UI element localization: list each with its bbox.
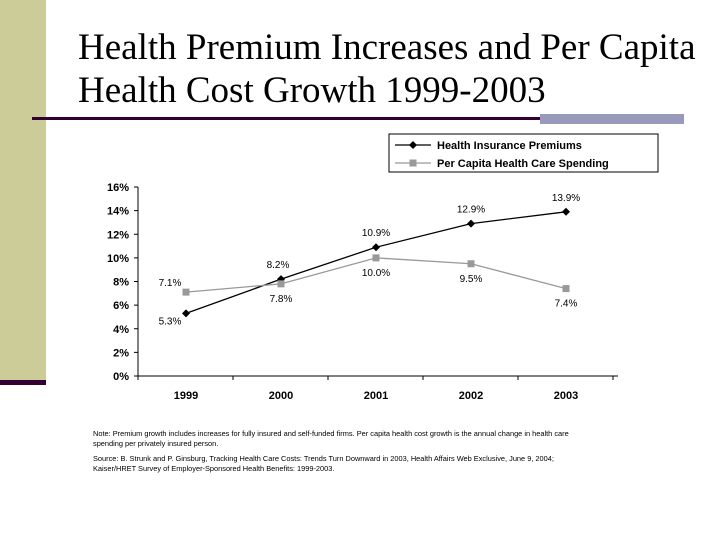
premiums-data-label: 13.9%	[552, 193, 580, 204]
legend-label: Per Capita Health Care Spending	[437, 158, 609, 170]
premiums-data-label: 8.2%	[267, 260, 290, 271]
y-tick-label: 12%	[107, 229, 129, 241]
x-tick-label: 2001	[364, 390, 388, 402]
x-tick-label: 1999	[174, 390, 198, 402]
left-accent-bar	[0, 0, 46, 385]
x-tick-label: 2003	[554, 390, 578, 402]
premiums-point	[277, 275, 285, 284]
y-tick-label: 10%	[107, 253, 129, 265]
title-rule	[32, 117, 540, 120]
y-tick-label: 2%	[113, 347, 129, 359]
y-tick-label: 8%	[113, 277, 129, 289]
legend-label: Health Insurance Premiums	[437, 140, 582, 152]
premiums-data-label: 5.3%	[159, 316, 182, 327]
y-tick-label: 0%	[113, 371, 129, 383]
chart-notes: Note: Premium growth includes increases …	[93, 429, 569, 473]
spending-data-label: 7.1%	[159, 278, 182, 289]
premiums-data-label: 10.9%	[362, 228, 390, 239]
spending-point	[277, 280, 285, 288]
y-tick-label: 14%	[107, 206, 129, 218]
chart-note-line: Source: B. Strunk and P. Ginsburg, Track…	[93, 454, 554, 463]
legend-box	[388, 133, 659, 173]
premiums-point	[182, 309, 190, 318]
spending-data-label: 7.4%	[555, 299, 578, 310]
left-accent-bar-edge	[0, 380, 46, 385]
spending-data-label: 9.5%	[460, 274, 483, 285]
chart-series: 5.3% 8.2% 10.9% 12.9% 13.9% 7.1% 7.8% 10.0% 9.5%…	[159, 193, 581, 328]
legend-marker	[409, 141, 417, 149]
spending-data-label: 7.8%	[270, 294, 293, 305]
chart-note-line: Note: Premium growth includes increases …	[93, 429, 569, 438]
chart-legend: Health Insurance Premiums Per Capita Heal…	[388, 133, 659, 173]
premiums-point	[562, 207, 570, 216]
y-tick-label: 16%	[107, 182, 129, 194]
chart-note-line: spending per privately insured person.	[93, 439, 218, 448]
series-line-premiums	[185, 211, 567, 315]
premiums-point	[467, 219, 475, 228]
line-chart: 0% 2% 4% 6% 8% 10% 12% 14% 16% 1999 2000 2001 2002 20…	[93, 133, 659, 473]
premiums-data-label: 12.9%	[457, 205, 485, 216]
spending-point	[372, 254, 380, 262]
y-tick-label: 4%	[113, 324, 129, 336]
slide-title: Health Premium Increases and Per Capita …	[78, 27, 696, 111]
x-tick-label: 2000	[269, 390, 293, 402]
chart-axes: 0% 2% 4% 6% 8% 10% 12% 14% 16% 1999 2000 2001 2002 20…	[107, 182, 618, 402]
chart-note-line: Kaiser/HRET Survey of Employer-Sponsored…	[93, 464, 334, 473]
x-tick-label: 2002	[459, 390, 483, 402]
spending-point	[182, 288, 190, 296]
y-tick-label: 6%	[113, 300, 129, 312]
premiums-point	[372, 243, 380, 252]
spending-point	[562, 285, 570, 293]
chart-panel: 0% 2% 4% 6% 8% 10% 12% 14% 16% 1999 2000 2001 2002 20…	[73, 127, 683, 483]
spending-point	[467, 260, 475, 268]
title-rule-accent	[540, 114, 684, 124]
spending-data-label: 10.0%	[362, 268, 390, 279]
legend-marker	[409, 159, 417, 167]
